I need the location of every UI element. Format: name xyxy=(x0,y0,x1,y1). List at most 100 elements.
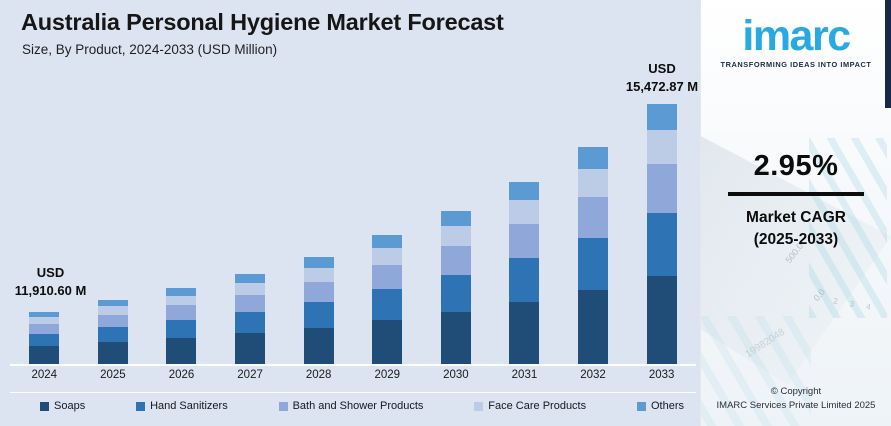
legend-item-bath-and-shower-products: Bath and Shower Products xyxy=(278,400,424,412)
legend: Soaps Hand Sanitizers Bath and Shower Prod… xyxy=(10,392,696,412)
x-axis-label-2029: 2029 xyxy=(374,369,401,381)
brand-side-panel: 500.0 0.0 2 3 4 19982048 imarc TRANSFORMING… xyxy=(700,0,891,426)
bar-segment-hand-sanitizers xyxy=(97,326,128,343)
bar-segment-face-care-products xyxy=(166,295,197,306)
bar-segment-soaps xyxy=(303,327,334,364)
x-axis-line xyxy=(10,363,696,366)
imarc-logo-text: imarc xyxy=(742,12,851,60)
bar-segment-face-care-products xyxy=(646,130,677,164)
x-axis-label-2025: 2025 xyxy=(100,369,126,381)
bar-segment-bath-and-shower-products xyxy=(97,314,128,327)
cagr-label-line1: Market CAGR xyxy=(746,209,846,226)
bar-column-2031 xyxy=(490,182,559,364)
stacked-bar-2026 xyxy=(166,288,197,364)
last-bar-value-callout: USD 15,472.87 M xyxy=(582,60,742,95)
bar-segment-bath-and-shower-products xyxy=(29,323,60,334)
copyright-notice: © Copyright IMARC Services Private Limit… xyxy=(701,385,891,414)
callout-currency: USD xyxy=(648,61,676,76)
chart-panel: Australia Personal Hygiene Market Foreca… xyxy=(0,9,699,412)
stacked-bar-2030 xyxy=(440,211,471,364)
legend-item-soaps: Soaps xyxy=(40,400,85,412)
bar-segment-others xyxy=(97,300,128,307)
first-bar-value-callout: USD 11,910.60 M xyxy=(0,264,108,299)
chart-title: Australia Personal Hygiene Market Foreca… xyxy=(21,9,504,35)
bar-segment-face-care-products xyxy=(97,306,128,315)
stacked-bar-2033 xyxy=(646,104,677,364)
bar-segment-face-care-products xyxy=(235,283,266,295)
bar-segment-face-care-products xyxy=(440,226,471,247)
x-axis-label-2024: 2024 xyxy=(31,369,58,381)
background-stripes-decoration xyxy=(809,138,887,318)
bar-column-2027 xyxy=(216,274,285,364)
copyright-line2: IMARC Services Private Limited 2025 xyxy=(716,399,876,411)
x-axis-label-2032: 2032 xyxy=(580,369,606,381)
bar-segment-soaps xyxy=(29,346,60,364)
background-stripes-decoration xyxy=(701,316,811,426)
stacked-bar-2024 xyxy=(29,312,60,364)
cagr-value: 2.95% xyxy=(753,150,839,182)
bar-segment-face-care-products xyxy=(29,317,60,324)
bar-column-2026 xyxy=(147,288,216,364)
callout-value: 11,910.60 M xyxy=(14,282,87,298)
bar-segment-others xyxy=(509,182,540,201)
stacked-bar-2025 xyxy=(97,300,128,364)
bar-segment-others xyxy=(372,235,403,248)
legend-item-hand-sanitizers: Hand Sanitizers xyxy=(136,400,228,412)
imarc-logo: imarc TRANSFORMING IDEAS INTO IMPACT xyxy=(701,12,891,70)
chart-subtitle: Size, By Product, 2024-2033 (USD Million… xyxy=(22,42,278,57)
x-axis-label-2026: 2026 xyxy=(168,369,195,381)
bar-segment-hand-sanitizers xyxy=(235,311,266,334)
bar-segment-hand-sanitizers xyxy=(166,319,197,339)
x-axis-label-2027: 2027 xyxy=(237,369,263,381)
bar-segment-face-care-products xyxy=(509,200,540,224)
bar-segment-hand-sanitizers xyxy=(440,275,471,312)
bar-segment-bath-and-shower-products xyxy=(509,223,540,259)
legend-label: Others xyxy=(650,400,684,412)
bar-segment-soaps xyxy=(97,342,128,364)
bar-segment-others xyxy=(578,147,609,169)
bar-segment-hand-sanitizers xyxy=(29,333,60,347)
bars-row xyxy=(10,99,696,364)
bar-column-2028 xyxy=(284,257,353,364)
x-axis-label-2033: 2033 xyxy=(648,369,675,381)
bar-segment-soaps xyxy=(646,275,677,364)
bar-column-2024 xyxy=(10,312,79,364)
x-axis-labels: 2024 2025 2026 2027 2028 2029 2030 2031 2032 2033 xyxy=(10,369,696,381)
stacked-bar-2031 xyxy=(509,182,540,364)
legend-label: Soaps xyxy=(54,400,86,412)
bar-segment-bath-and-shower-products xyxy=(235,294,266,312)
legend-label: Hand Sanitizers xyxy=(150,400,228,412)
corner-accent-strip xyxy=(885,0,891,108)
stacked-bar-2027 xyxy=(235,274,266,364)
bar-segment-bath-and-shower-products xyxy=(372,264,403,290)
bar-segment-others xyxy=(29,312,60,318)
bar-segment-hand-sanitizers xyxy=(303,301,334,328)
stacked-bar-2029 xyxy=(372,235,403,364)
bar-segment-soaps xyxy=(235,333,266,364)
bar-segment-soaps xyxy=(509,302,540,364)
legend-label: Bath and Shower Products xyxy=(292,400,424,412)
bar-segment-hand-sanitizers xyxy=(646,213,677,276)
stacked-bar-2032 xyxy=(578,147,609,364)
cagr-divider xyxy=(728,192,864,196)
bar-segment-bath-and-shower-products xyxy=(646,163,677,214)
bar-segment-bath-and-shower-products xyxy=(303,281,334,302)
legend-swatch-soaps xyxy=(40,401,49,411)
legend-item-face-care-products: Face Care Products xyxy=(474,400,586,412)
legend-label: Face Care Products xyxy=(488,400,587,412)
callout-value: 15,472.87 M xyxy=(625,78,699,94)
bar-segment-others xyxy=(166,288,197,296)
bar-segment-soaps xyxy=(440,311,471,364)
bar-segment-others xyxy=(646,104,677,130)
legend-item-others: Others xyxy=(636,400,684,412)
bar-segment-face-care-products xyxy=(372,247,403,265)
bar-segment-others xyxy=(235,274,266,283)
bar-segment-bath-and-shower-products xyxy=(578,196,609,239)
callout-currency: USD xyxy=(36,265,65,280)
bar-segment-bath-and-shower-products xyxy=(166,305,197,320)
imarc-logo-tagline: TRANSFORMING IDEAS INTO IMPACT xyxy=(720,60,872,70)
bar-column-2032 xyxy=(559,147,628,364)
cagr-block: 2.95% Market CAGR (2025-2033) xyxy=(701,150,891,252)
bar-segment-soaps xyxy=(372,320,403,364)
